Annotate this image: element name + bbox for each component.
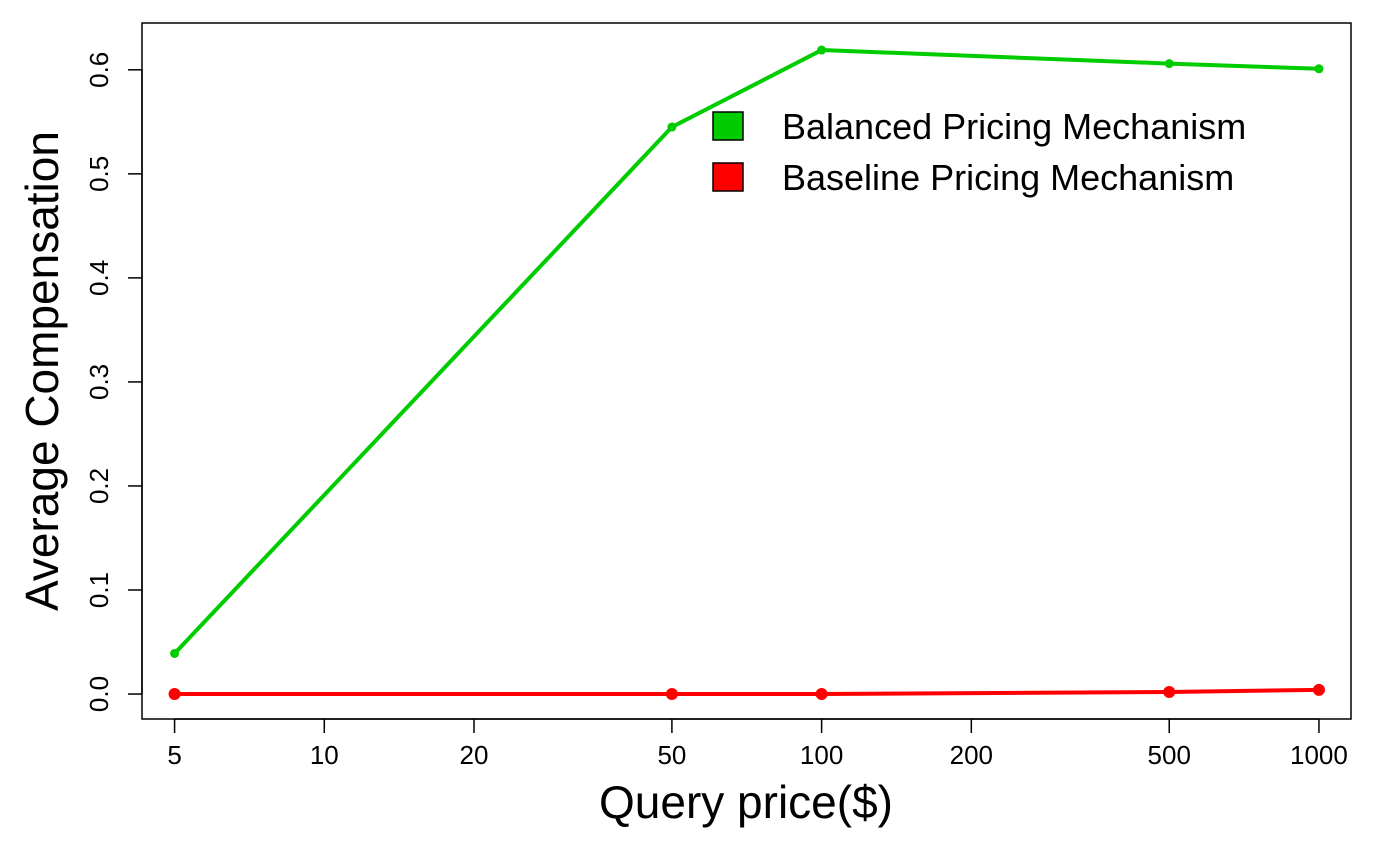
legend-label: Balanced Pricing Mechanism: [782, 106, 1246, 147]
y-tick-label: 0.3: [84, 364, 114, 400]
data-point: [1163, 685, 1176, 698]
y-tick-label: 0.2: [84, 468, 114, 504]
x-tick-label: 200: [950, 740, 993, 770]
x-tick-label: 1000: [1290, 740, 1348, 770]
series-line: [174, 687, 1319, 697]
series-layer: [168, 45, 1325, 701]
legend-swatch: [712, 111, 744, 141]
legend-item: Baseline Pricing Mechanism: [712, 157, 1234, 198]
y-axis-title: Average Compensation: [16, 131, 68, 611]
data-point: [815, 688, 828, 701]
data-point: [667, 122, 677, 132]
x-tick-label: 500: [1148, 740, 1191, 770]
legend-swatch: [712, 162, 744, 192]
x-tick-label: 5: [167, 740, 181, 770]
y-axis: 0.0 0.1 0.2 0.3 0.4 0.5 0.6: [84, 52, 143, 712]
y-tick-label: 0.6: [84, 52, 114, 88]
data-point: [817, 45, 827, 55]
data-point: [1312, 683, 1325, 696]
x-tick-label: 10: [310, 740, 339, 770]
data-point: [1164, 59, 1174, 69]
x-tick-label: 20: [460, 740, 489, 770]
y-tick-label: 0.5: [84, 156, 114, 192]
y-tick-label: 0.0: [84, 676, 114, 712]
series-1: [170, 45, 1324, 658]
legend-item: Balanced Pricing Mechanism: [712, 106, 1246, 147]
x-axis-title: Query price($): [599, 776, 893, 828]
data-point: [665, 688, 678, 701]
data-point: [168, 688, 181, 701]
x-tick-label: 100: [800, 740, 843, 770]
data-point: [170, 648, 180, 658]
legend: Balanced Pricing Mechanism Baseline Prici…: [712, 106, 1246, 198]
y-tick-label: 0.1: [84, 572, 114, 608]
legend-label: Baseline Pricing Mechanism: [782, 157, 1234, 198]
y-tick-label: 0.4: [84, 260, 114, 296]
series-2: [168, 683, 1325, 701]
x-tick-label: 50: [657, 740, 686, 770]
x-axis: 5 10 20 50 100 200 500 1000: [167, 718, 1348, 770]
data-point: [1314, 64, 1324, 74]
